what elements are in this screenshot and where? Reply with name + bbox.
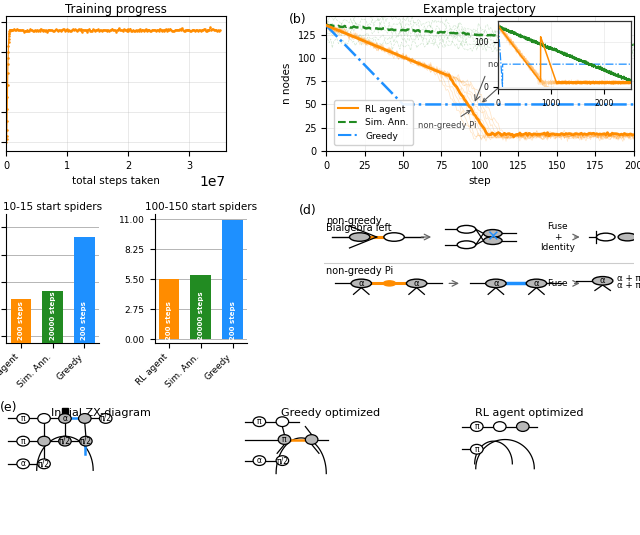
Text: π: π [474, 422, 479, 431]
Title: 100-150 start spiders: 100-150 start spiders [145, 202, 257, 212]
Circle shape [383, 281, 396, 286]
Bar [74, 237, 95, 535]
Text: α: α [600, 276, 605, 285]
Circle shape [99, 414, 112, 423]
Circle shape [278, 434, 291, 445]
Circle shape [470, 445, 483, 454]
Circle shape [79, 436, 92, 446]
Circle shape [276, 417, 289, 426]
Text: 200 steps: 200 steps [81, 301, 88, 340]
Circle shape [351, 279, 371, 288]
Circle shape [349, 233, 370, 241]
Text: α: α [414, 279, 419, 288]
Circle shape [596, 233, 615, 241]
Text: Greedy optimized: Greedy optimized [281, 408, 380, 418]
Circle shape [593, 277, 613, 285]
Circle shape [618, 233, 637, 241]
Circle shape [384, 233, 404, 241]
Circle shape [79, 414, 91, 423]
Bar [159, 279, 179, 339]
Text: α: α [257, 456, 262, 465]
Text: non-greedy Pi: non-greedy Pi [419, 110, 477, 129]
Text: π/2: π/2 [100, 414, 112, 423]
Circle shape [516, 422, 529, 431]
Text: α: α [493, 279, 499, 288]
Text: non-greedy Pi: non-greedy Pi [326, 266, 393, 276]
Text: Fuse
+
Identity: Fuse + Identity [540, 222, 575, 252]
Circle shape [17, 436, 29, 446]
Text: ✕: ✕ [486, 230, 499, 244]
Text: 200 steps: 200 steps [18, 301, 24, 340]
Text: RL agent optimized: RL agent optimized [475, 408, 583, 418]
Text: 200 steps: 200 steps [230, 301, 236, 340]
Circle shape [493, 422, 506, 431]
Text: 20000 steps: 20000 steps [198, 292, 204, 340]
Text: (d): (d) [300, 203, 317, 217]
Text: π/2: π/2 [276, 456, 289, 465]
Circle shape [457, 225, 476, 233]
Text: Fuse: Fuse [547, 279, 568, 288]
Title: 10-15 start spiders: 10-15 start spiders [3, 202, 102, 212]
Text: α: α [63, 414, 67, 423]
Text: π: π [257, 417, 262, 426]
Bar [222, 220, 243, 339]
X-axis label: total steps taken: total steps taken [72, 176, 160, 186]
Circle shape [486, 279, 506, 288]
Circle shape [305, 434, 318, 445]
Circle shape [38, 436, 51, 446]
Circle shape [38, 459, 51, 469]
Circle shape [470, 422, 483, 431]
Legend: RL agent, Sim. Ann., Greedy: RL agent, Sim. Ann., Greedy [333, 100, 413, 145]
Bar [11, 299, 31, 535]
Circle shape [483, 230, 502, 238]
Text: non-greedy Copy: non-greedy Copy [483, 60, 560, 102]
Text: α: α [358, 279, 364, 288]
Text: α + π: α + π [616, 281, 640, 290]
Circle shape [17, 414, 29, 423]
Circle shape [59, 414, 71, 423]
Bar [191, 275, 211, 339]
Text: Bialgebra left: Bialgebra left [326, 224, 391, 233]
Circle shape [17, 459, 29, 469]
Title: Training progress: Training progress [65, 3, 167, 16]
Text: π/2: π/2 [80, 437, 92, 446]
Text: π: π [474, 445, 479, 454]
Text: 200 steps: 200 steps [166, 301, 172, 340]
Circle shape [457, 241, 476, 249]
Circle shape [406, 279, 427, 288]
Bar [42, 291, 63, 535]
Text: π/2: π/2 [59, 437, 71, 446]
Text: π: π [21, 437, 26, 446]
Text: α: α [20, 460, 26, 468]
Circle shape [276, 456, 289, 465]
X-axis label: step: step [468, 176, 491, 186]
Text: 20000 steps: 20000 steps [50, 292, 56, 340]
Circle shape [483, 237, 502, 244]
Text: π: π [282, 435, 287, 444]
Text: (b): (b) [289, 13, 307, 26]
Circle shape [38, 414, 51, 423]
Text: α + π: α + π [616, 274, 640, 283]
Title: Example trajectory: Example trajectory [424, 3, 536, 16]
Bar [62, 408, 68, 413]
Circle shape [253, 456, 266, 465]
Text: π: π [21, 414, 26, 423]
Text: α: α [534, 279, 539, 288]
Text: π/2: π/2 [38, 460, 50, 468]
Circle shape [253, 417, 266, 426]
Y-axis label: n nodes: n nodes [282, 63, 292, 104]
Circle shape [526, 279, 547, 288]
Text: (e): (e) [0, 401, 18, 414]
Text: non-greedy: non-greedy [326, 216, 381, 226]
Circle shape [59, 436, 71, 446]
Text: Initial ZX-diagram: Initial ZX-diagram [51, 408, 150, 418]
